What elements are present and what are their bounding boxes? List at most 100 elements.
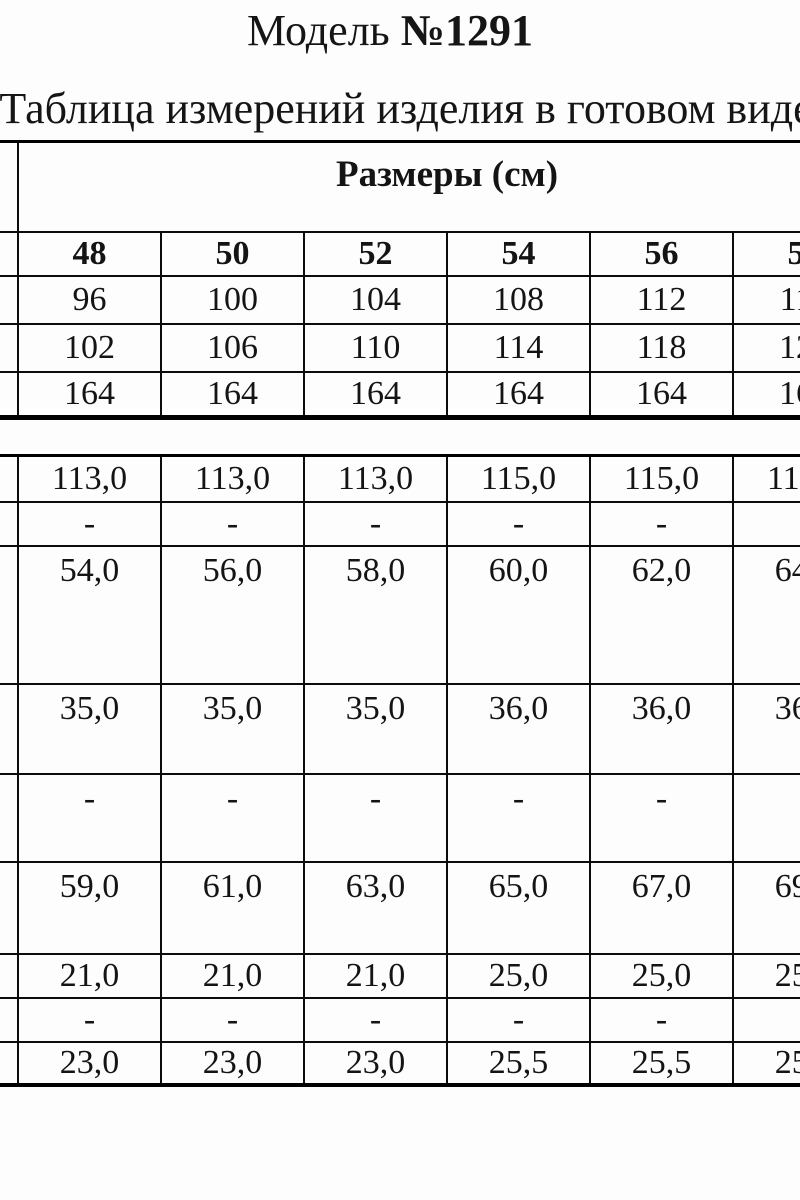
value-cell: 102 — [17, 322, 162, 373]
dash-cell: - — [160, 996, 305, 1043]
row-label-stub — [0, 772, 19, 863]
value-cell: 116 — [732, 274, 800, 325]
measurement-cell: 69,0 — [732, 860, 800, 955]
dash-cell: - — [160, 500, 305, 547]
measurement-cell: 25,5 — [732, 1040, 800, 1086]
value-cell: 164 — [589, 370, 734, 419]
dash-cell: - — [732, 500, 800, 547]
value-cell: 164 — [446, 370, 591, 419]
measurement-cell: 21,0 — [17, 952, 162, 999]
size-col-header: 56 — [589, 230, 734, 277]
measurement-cell: 56,0 — [160, 544, 305, 685]
dash-cell: - — [446, 772, 591, 863]
measurement-cell: 59,0 — [17, 860, 162, 955]
row-label-stub — [0, 140, 19, 233]
dash-cell: - — [589, 500, 734, 547]
row-label-stub — [0, 500, 19, 547]
dash-cell: - — [589, 772, 734, 863]
size-col-header: 54 — [446, 230, 591, 277]
measurement-cell: 21,0 — [160, 952, 305, 999]
dash-cell: - — [17, 500, 162, 547]
dash-cell: - — [446, 500, 591, 547]
dash-cell: - — [303, 996, 448, 1043]
table-row: - - - - - - — [0, 996, 800, 1043]
table-row: 54,0 56,0 58,0 60,0 62,0 64,0 — [0, 544, 800, 685]
dash-cell: - — [17, 772, 162, 863]
row-label-stub — [0, 682, 19, 775]
table-row: 102 106 110 114 118 122 — [0, 322, 800, 373]
row-label-stub — [0, 322, 19, 373]
measurement-cell: 115,0 — [732, 454, 800, 503]
table-row: 23,0 23,0 23,0 25,5 25,5 25,5 — [0, 1040, 800, 1086]
model-number: №1291 — [400, 6, 533, 55]
measurement-cell: 113,0 — [303, 454, 448, 503]
measurement-cell: 67,0 — [589, 860, 734, 955]
row-label-stub — [0, 544, 19, 685]
size-col-header: 58 — [732, 230, 800, 277]
dash-cell: - — [303, 500, 448, 547]
measurement-cell: 36,0 — [732, 682, 800, 775]
measurement-cell: 23,0 — [160, 1040, 305, 1086]
size-col-header: 52 — [303, 230, 448, 277]
measurement-cell: 62,0 — [589, 544, 734, 685]
table-row: - - - - - - — [0, 500, 800, 547]
measurement-cell: 25,0 — [446, 952, 591, 999]
table-row: - - - - - - — [0, 772, 800, 863]
measurement-cell: 115,0 — [589, 454, 734, 503]
measurement-cell: 23,0 — [303, 1040, 448, 1086]
dash-cell: - — [446, 996, 591, 1043]
size-columns-row: 48 50 52 54 56 58 — [0, 230, 800, 277]
table-row: 21,0 21,0 21,0 25,0 25,0 25,0 — [0, 952, 800, 999]
measurement-cell: 35,0 — [17, 682, 162, 775]
value-cell: 108 — [446, 274, 591, 325]
value-cell: 122 — [732, 322, 800, 373]
table-row: 59,0 61,0 63,0 65,0 67,0 69,0 — [0, 860, 800, 955]
measurement-cell: 61,0 — [160, 860, 305, 955]
dash-cell: - — [732, 772, 800, 863]
sizes-header-cell: Размеры (см) — [17, 140, 800, 233]
model-title: Модель №1291 — [0, 0, 790, 58]
measurement-cell: 25,0 — [589, 952, 734, 999]
row-label-stub — [0, 860, 19, 955]
measurement-cell: 35,0 — [160, 682, 305, 775]
measurement-cell: 36,0 — [589, 682, 734, 775]
table-subtitle: Таблица измерений изделия в готовом виде — [0, 84, 800, 133]
value-cell: 104 — [303, 274, 448, 325]
row-label-stub — [0, 952, 19, 999]
sizes-table-viewport: Размеры (см) 48 50 52 54 56 58 96 100 10… — [0, 140, 800, 420]
dash-cell: - — [589, 996, 734, 1043]
value-cell: 112 — [589, 274, 734, 325]
measurements-table-viewport: 113,0 113,0 113,0 115,0 115,0 115,0 - - … — [0, 454, 800, 1087]
measurement-cell: 65,0 — [446, 860, 591, 955]
value-cell: 164 — [303, 370, 448, 419]
value-cell: 100 — [160, 274, 305, 325]
model-title-prefix: Модель — [247, 6, 401, 55]
value-cell: 110 — [303, 322, 448, 373]
measurement-cell: 113,0 — [17, 454, 162, 503]
dash-cell: - — [303, 772, 448, 863]
measurement-cell: 54,0 — [17, 544, 162, 685]
table-row: 113,0 113,0 113,0 115,0 115,0 115,0 — [0, 454, 800, 503]
row-label-stub — [0, 230, 19, 277]
measurement-cell: 63,0 — [303, 860, 448, 955]
measurements-table: 113,0 113,0 113,0 115,0 115,0 115,0 - - … — [0, 454, 800, 1087]
sizes-header-row: Размеры (см) — [0, 140, 800, 233]
measurement-cell: 60,0 — [446, 544, 591, 685]
table-row: 35,0 35,0 35,0 36,0 36,0 36,0 — [0, 682, 800, 775]
value-cell: 106 — [160, 322, 305, 373]
measurement-cell: 36,0 — [446, 682, 591, 775]
row-label-stub — [0, 1040, 19, 1086]
size-col-header: 48 — [17, 230, 162, 277]
size-col-header: 50 — [160, 230, 305, 277]
dash-cell: - — [17, 996, 162, 1043]
row-label-stub — [0, 454, 19, 503]
measurement-cell: 113,0 — [160, 454, 305, 503]
measurement-cell: 21,0 — [303, 952, 448, 999]
value-cell: 114 — [446, 322, 591, 373]
measurement-cell: 35,0 — [303, 682, 448, 775]
dash-cell: - — [732, 996, 800, 1043]
value-cell: 164 — [160, 370, 305, 419]
measurement-cell: 58,0 — [303, 544, 448, 685]
table-row: 164 164 164 164 164 164 — [0, 370, 800, 419]
